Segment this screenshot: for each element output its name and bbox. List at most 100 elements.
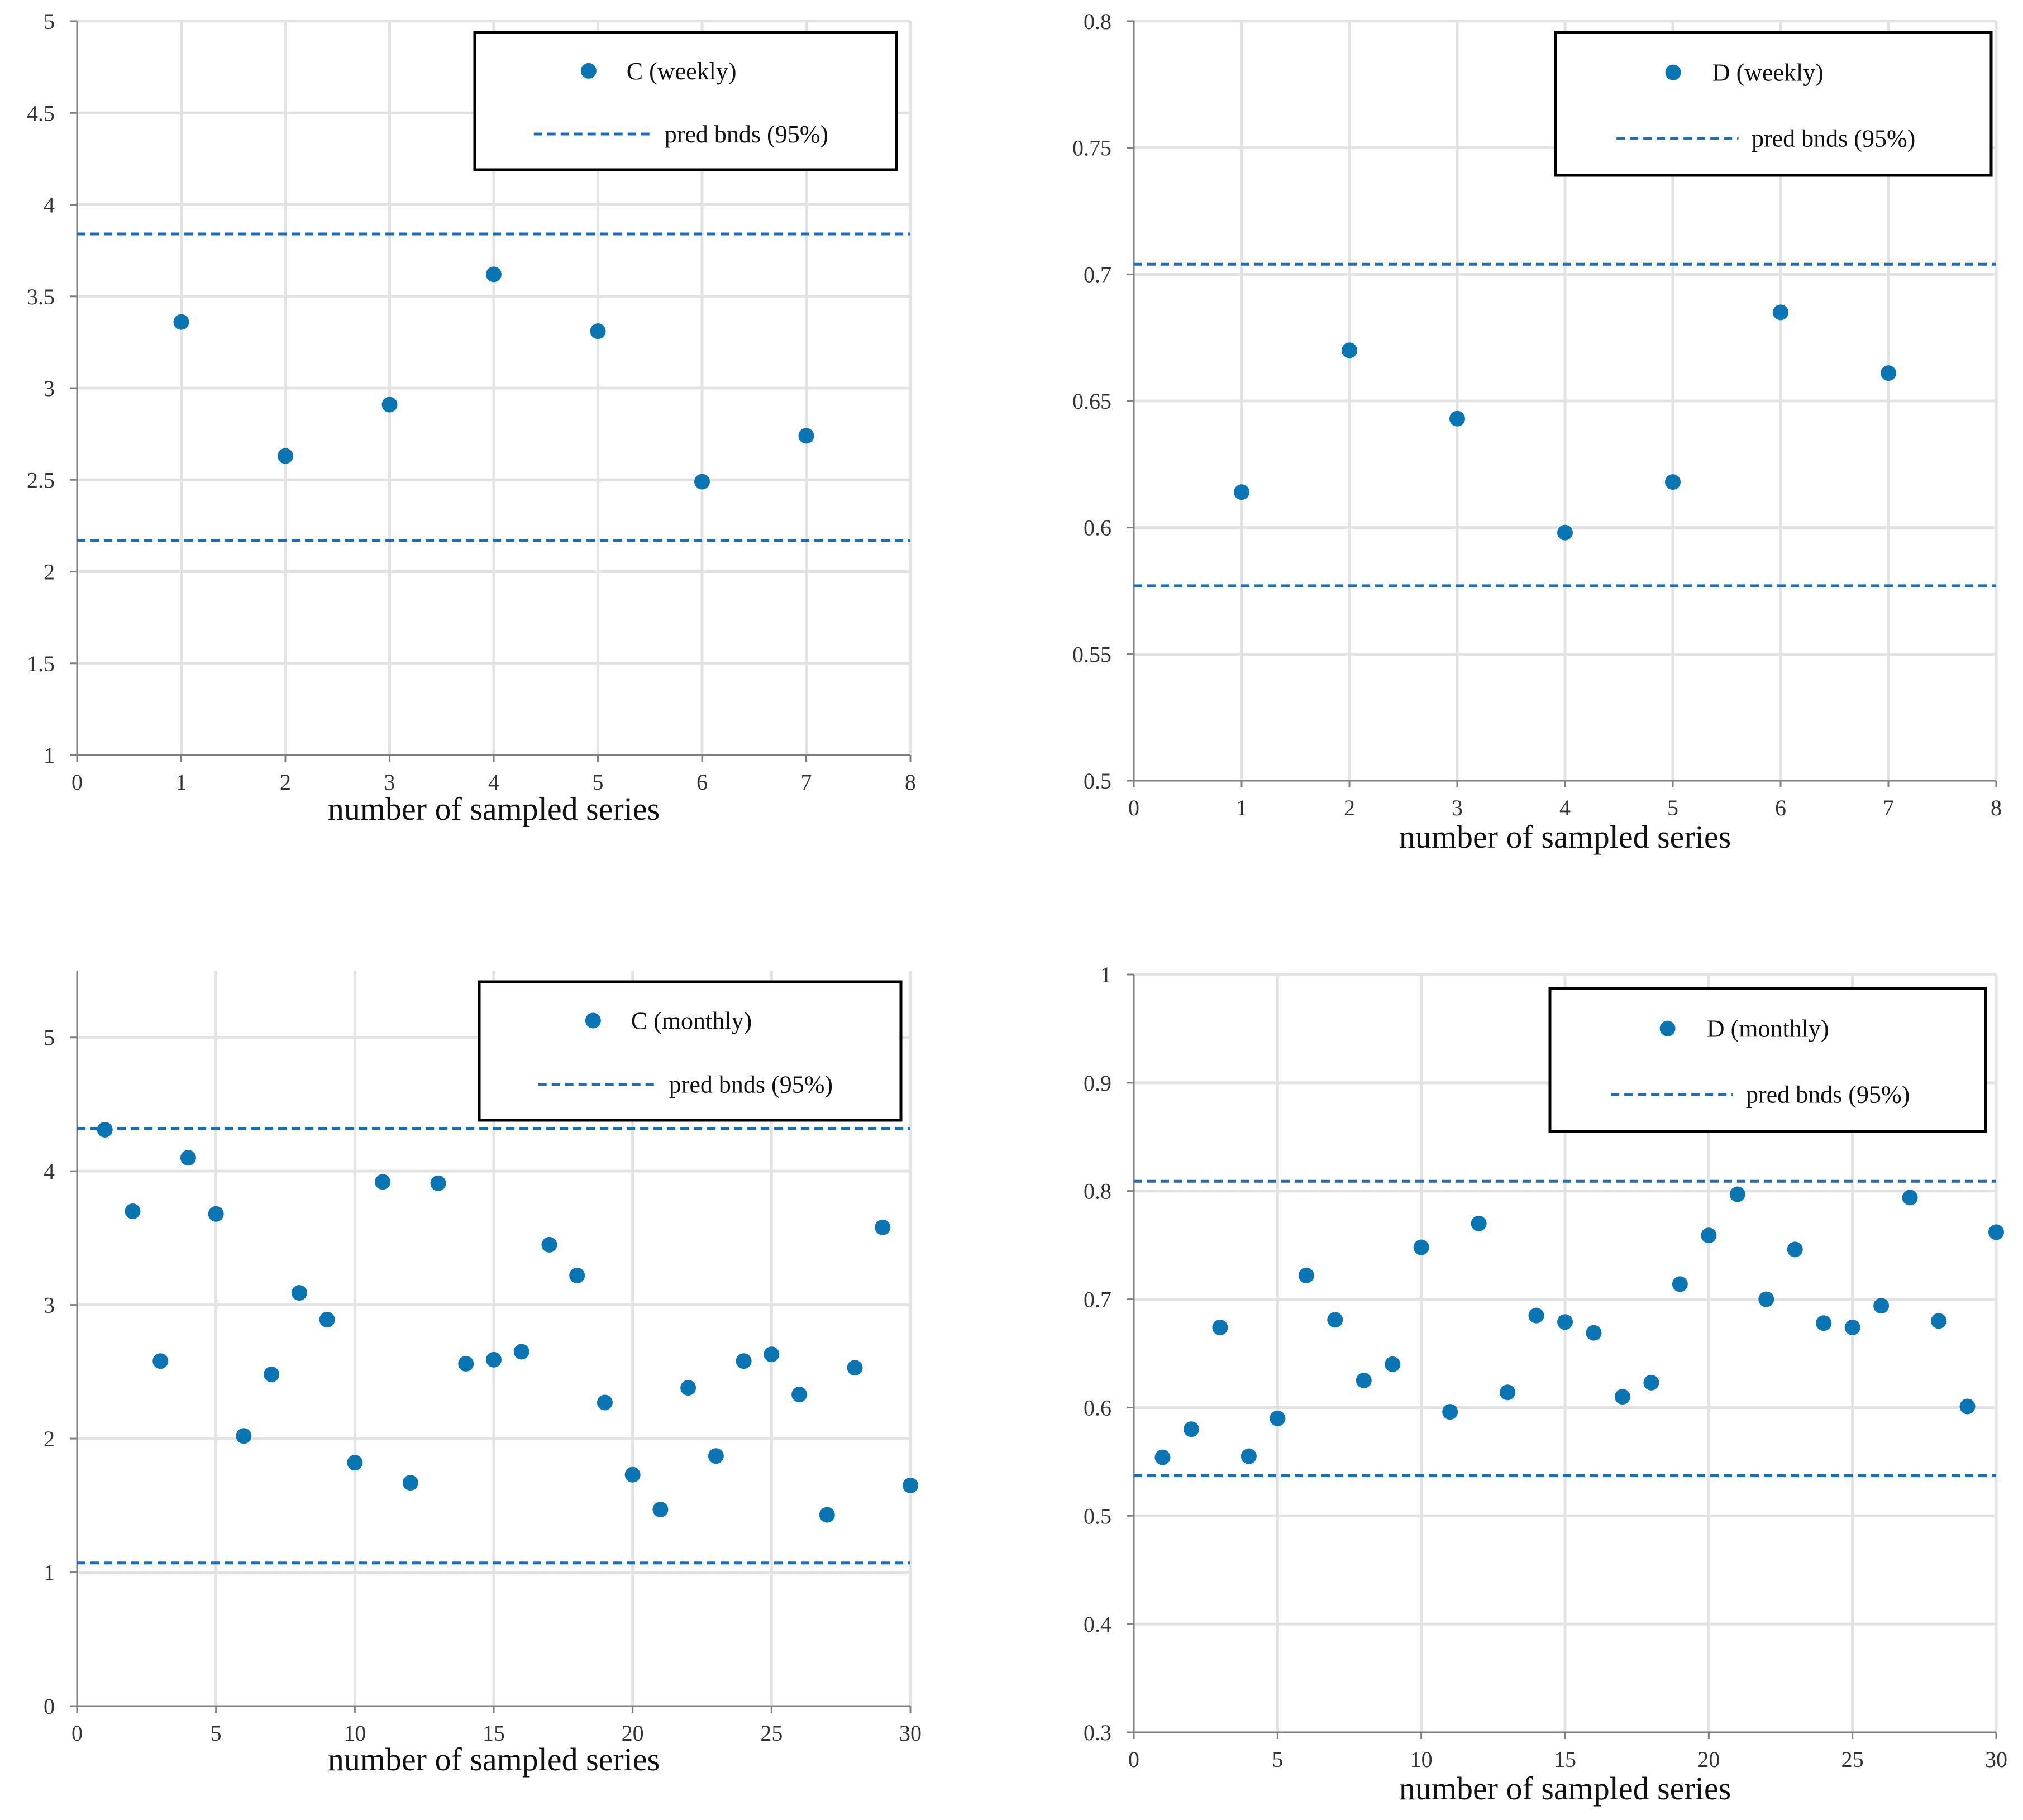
y-tick-label: 1 (44, 743, 55, 768)
data-point (1240, 1448, 1257, 1464)
x-tick-label: 6 (1775, 795, 1786, 820)
y-tick-label: 1.5 (27, 651, 55, 676)
y-tick-label: 4.5 (27, 101, 55, 126)
x-tick-label: 2 (1344, 795, 1355, 820)
data-point (875, 1219, 891, 1235)
x-tick-label: 8 (1991, 795, 2002, 820)
data-point (1557, 524, 1573, 541)
data-point (264, 1367, 280, 1383)
data-point (1298, 1267, 1314, 1283)
y-tick-label: 3.5 (27, 284, 55, 309)
data-point (1327, 1312, 1343, 1328)
x-tick-label: 25 (1841, 1747, 1864, 1772)
data-point (819, 1507, 835, 1523)
x-tick-label: 3 (1452, 795, 1463, 820)
data-point (1413, 1239, 1429, 1255)
data-point (152, 1353, 169, 1369)
data-point (375, 1174, 391, 1190)
y-tick-label: 0.8 (1084, 9, 1111, 34)
x-tick-label: 5 (1272, 1747, 1283, 1772)
data-point (1787, 1241, 1803, 1258)
data-point (624, 1466, 641, 1483)
data-point (798, 428, 814, 444)
data-point (1212, 1319, 1228, 1335)
y-tick-label: 0.4 (1084, 1612, 1111, 1637)
data-point (1729, 1186, 1745, 1202)
x-tick-label: 5 (1667, 795, 1678, 820)
data-point (1614, 1389, 1630, 1405)
x-tick-label: 4 (488, 770, 499, 795)
x-tick-label: 3 (384, 770, 395, 795)
y-tick-label: 0.6 (1084, 1395, 1111, 1420)
data-point (180, 1150, 196, 1166)
data-point (125, 1203, 141, 1220)
y-tick-label: 0.9 (1084, 1071, 1111, 1096)
x-tick-label: 15 (1554, 1747, 1576, 1772)
legend-bounds-label: pred bnds (95%) (669, 1071, 833, 1098)
x-tick-label: 10 (343, 1721, 366, 1746)
data-point (708, 1448, 724, 1464)
data-point (847, 1360, 863, 1376)
x-tick-label: 0 (71, 770, 83, 795)
x-tick-label: 7 (1883, 795, 1894, 820)
x-tick-label: 10 (1410, 1747, 1433, 1772)
chart-panel-bottom-left: 0 1 2 3 4 5 0 5 10 15 20 25 30 number of sampled seri… (44, 971, 922, 1778)
data-point (1342, 342, 1357, 359)
data-point (1500, 1384, 1516, 1401)
legend-series-label: C (monthly) (631, 1007, 752, 1034)
data-point (1665, 474, 1681, 490)
data-point (1959, 1398, 1976, 1415)
data-point (486, 1351, 502, 1368)
data-point (764, 1346, 780, 1363)
x-tick-label: 7 (801, 770, 812, 795)
y-tick-label: 5 (44, 1025, 55, 1050)
data-point (1931, 1313, 1947, 1329)
data-point (1385, 1356, 1401, 1372)
data-point (208, 1206, 224, 1222)
x-tick-label: 30 (899, 1721, 922, 1746)
y-tick-label: 4 (44, 1159, 55, 1184)
y-tick-label: 0.5 (1084, 1503, 1111, 1528)
data-point (402, 1475, 418, 1491)
legend-marker (1665, 64, 1681, 80)
y-tick-label: 3 (44, 376, 55, 401)
y-tick-label: 0.7 (1084, 262, 1111, 287)
data-point (541, 1236, 557, 1253)
x-tick-label: 15 (483, 1721, 505, 1746)
data-point (1234, 484, 1249, 500)
legend-bounds-label: pred bnds (95%) (1752, 125, 1915, 152)
x-tick-label: 2 (280, 770, 291, 795)
data-point (736, 1353, 752, 1369)
data-point (694, 474, 710, 490)
data-point (590, 323, 606, 340)
data-point (486, 266, 502, 283)
data-point (1586, 1325, 1602, 1341)
data-point (319, 1311, 335, 1327)
data-point (1643, 1374, 1659, 1391)
x-tick-label: 30 (1985, 1747, 2007, 1772)
legend-box (1554, 31, 1993, 177)
data-point (381, 397, 398, 413)
y-tick-label: 3 (44, 1293, 55, 1318)
data-point (278, 448, 293, 464)
data-point (680, 1380, 696, 1396)
y-tick-label: 0 (44, 1694, 55, 1719)
legend-box (473, 31, 898, 171)
legend-bounds-label: pred bnds (95%) (665, 121, 828, 148)
data-point (347, 1455, 363, 1471)
x-axis-label: number of sampled series (328, 791, 660, 827)
y-tick-label: 0.5 (1084, 768, 1111, 794)
data-point (1471, 1215, 1487, 1231)
y-tick-label: 0.55 (1072, 642, 1111, 667)
data-point (1183, 1421, 1199, 1437)
data-point (597, 1394, 613, 1411)
x-tick-label: 0 (1128, 1747, 1139, 1772)
data-point (1356, 1372, 1372, 1388)
data-point (513, 1344, 529, 1360)
x-tick-label: 0 (1128, 795, 1139, 820)
x-tick-label: 25 (760, 1721, 783, 1746)
data-point (1672, 1276, 1688, 1292)
x-axis-label: number of sampled series (1399, 819, 1731, 855)
